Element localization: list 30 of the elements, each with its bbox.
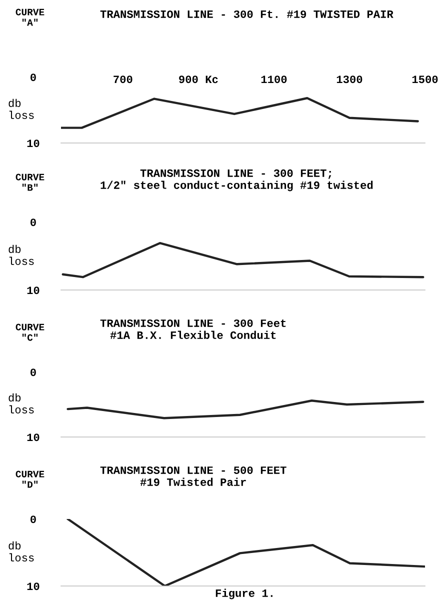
y-axis-title: db loss xyxy=(8,244,34,265)
chart-title: TRANSMISSION LINE - 300 FEET; 1/2" steel conduct-containing #19 twisted xyxy=(100,169,373,192)
chart-title: TRANSMISSION LINE - 300 Ft. #19 TWISTED PAIR xyxy=(100,10,394,18)
y-axis-title: db loss xyxy=(8,541,34,562)
chart-subtitle: CURVE "C" xyxy=(16,324,44,341)
y-tick-label: 0 xyxy=(30,218,36,226)
y-axis-title: db loss xyxy=(8,98,34,119)
y-tick-label: 0 xyxy=(30,368,36,376)
line-series xyxy=(66,399,424,420)
chart-title: TRANSMISSION LINE - 300 Feet #1A B.X. Flexible Conduit xyxy=(100,319,286,339)
y-tick-label: 0 xyxy=(30,516,36,524)
x-tick-label: 1500 xyxy=(412,76,438,84)
chart-subtitle: CURVE "D" xyxy=(16,470,44,488)
y-tick-label: 10 xyxy=(27,286,40,294)
chart-subtitle: CURVE "A" xyxy=(16,8,44,26)
line-series xyxy=(61,97,419,129)
x-tick-label: 1300 xyxy=(336,76,362,84)
y-tick-label: 0 xyxy=(30,74,36,82)
x-tick-label: 1100 xyxy=(261,76,287,84)
y-tick-label: 10 xyxy=(27,582,40,590)
chart-subtitle: CURVE "B" xyxy=(16,174,44,191)
y-tick-label: 10 xyxy=(27,140,40,148)
line-series xyxy=(66,519,425,586)
caption: Figure 1. xyxy=(216,588,272,600)
line-series xyxy=(62,242,424,278)
y-axis-title: db loss xyxy=(8,393,34,414)
x-tick-label: 900 Kc xyxy=(179,76,218,84)
x-tick-label: 700 xyxy=(114,76,132,84)
chart-title: TRANSMISSION LINE - 500 FEET #19 Twisted Pair xyxy=(100,466,286,486)
y-tick-label: 10 xyxy=(27,434,40,442)
